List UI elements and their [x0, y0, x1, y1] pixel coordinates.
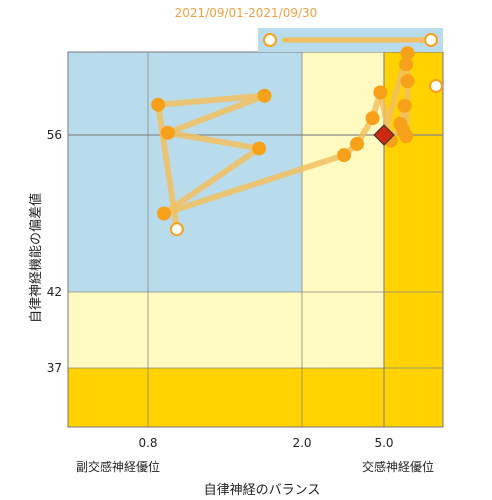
tick-labels: 0.8 2.0 5.0 37 42 56	[47, 128, 394, 450]
x-note-parasympathetic: 副交感神経優位	[76, 459, 160, 474]
y-tick-label-1: 42	[47, 285, 62, 299]
offscale-point-start	[263, 33, 277, 47]
data-point-6	[350, 136, 365, 151]
trend-line-2	[164, 92, 268, 136]
data-point-16	[400, 46, 415, 61]
trend-line-4	[161, 145, 263, 217]
data-point-4	[157, 206, 172, 221]
x-note-sympathetic: 交感神経優位	[362, 459, 434, 474]
data-point-5	[337, 148, 352, 163]
x-tick-label-2: 5.0	[374, 436, 393, 450]
data-point-8	[373, 85, 388, 100]
x-axis-label: 自律神経のバランス	[204, 483, 321, 498]
data-point-0	[151, 97, 166, 112]
data-point-13	[399, 129, 414, 144]
zone-sympathetic-middle	[384, 292, 443, 368]
zone-balanced-high	[302, 52, 384, 292]
data-point-11	[397, 98, 412, 113]
data-point-1	[257, 88, 272, 103]
y-axis-label: 自律神経機能の偏差値	[28, 193, 44, 323]
data-point-2	[160, 125, 175, 140]
zone-low	[68, 368, 443, 427]
y-tick-label-0: 37	[47, 361, 62, 375]
zone-backgrounds	[68, 52, 443, 427]
data-point-3	[252, 141, 267, 156]
plot-frame	[67, 51, 444, 428]
trend-line-5	[161, 152, 348, 217]
data-point-14	[400, 74, 415, 89]
x-tick-label-1: 2.0	[292, 436, 311, 450]
start-point	[169, 222, 184, 237]
current-point-marker	[373, 124, 395, 146]
data-series	[151, 28, 443, 237]
data-point-15	[399, 57, 414, 72]
y-tick-label-2: 56	[47, 128, 62, 142]
trend-line-1	[155, 92, 268, 108]
data-point-7	[365, 111, 380, 126]
zone-middle	[68, 292, 443, 368]
x-tick-label-0: 0.8	[138, 436, 157, 450]
offscale-point-end	[424, 33, 438, 47]
zone-parasympathetic-high	[68, 52, 302, 292]
trend-line-3	[164, 129, 263, 152]
edge-point	[429, 79, 443, 93]
date-range-label: 2021/09/01-2021/09/30	[174, 6, 318, 20]
